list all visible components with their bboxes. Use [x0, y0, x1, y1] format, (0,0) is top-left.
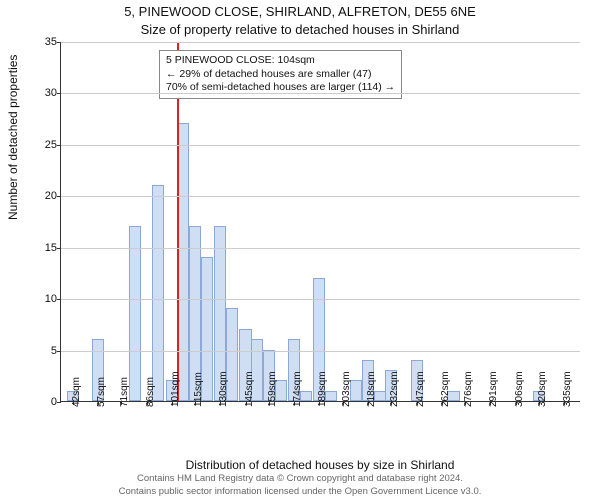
y-tick-mark	[57, 196, 61, 197]
x-tick-label: 174sqm	[292, 371, 303, 407]
y-tick-label: 35	[45, 36, 57, 48]
chart-footer: Contains HM Land Registry data © Crown c…	[0, 473, 600, 498]
gridline	[61, 42, 580, 43]
y-tick-mark	[57, 248, 61, 249]
chart-stage: 5, PINEWOOD CLOSE, SHIRLAND, ALFRETON, D…	[0, 0, 600, 500]
chart-title-line2: Size of property relative to detached ho…	[0, 22, 600, 37]
y-tick-label: 15	[45, 242, 57, 254]
x-tick-label: 276sqm	[463, 371, 474, 407]
gridline	[61, 299, 580, 300]
x-tick-label: 306sqm	[514, 371, 525, 407]
y-tick-mark	[57, 299, 61, 300]
histogram-bar	[152, 185, 164, 401]
x-tick-label: 189sqm	[317, 371, 328, 407]
x-tick-label: 101sqm	[170, 371, 181, 407]
annotation-line2: ← 29% of detached houses are smaller (47…	[166, 68, 395, 82]
x-tick-label: 159sqm	[267, 371, 278, 407]
x-tick-label: 320sqm	[537, 371, 548, 407]
annotation-line1: 5 PINEWOOD CLOSE: 104sqm	[166, 54, 395, 68]
x-tick-label: 71sqm	[119, 377, 130, 407]
x-axis-label: Distribution of detached houses by size …	[60, 458, 580, 472]
x-tick-label: 203sqm	[341, 371, 352, 407]
plot-area: 5 PINEWOOD CLOSE: 104sqm ← 29% of detach…	[60, 42, 580, 402]
x-tick-label: 115sqm	[193, 372, 204, 407]
x-tick-label: 218sqm	[366, 371, 377, 407]
y-tick-mark	[57, 402, 61, 403]
y-tick-mark	[57, 93, 61, 94]
x-tick-label: 42sqm	[71, 377, 82, 407]
y-axis-label: Number of detached properties	[6, 55, 20, 220]
x-tick-label: 145sqm	[244, 371, 255, 407]
x-tick-label: 335sqm	[562, 371, 573, 407]
y-tick-label: 10	[45, 293, 57, 305]
y-tick-label: 30	[45, 87, 57, 99]
x-tick-label: 57sqm	[96, 377, 107, 407]
y-tick-mark	[57, 145, 61, 146]
x-tick-label: 232sqm	[389, 371, 400, 407]
gridline	[61, 351, 580, 352]
x-tick-label: 291sqm	[488, 371, 499, 407]
y-tick-mark	[57, 351, 61, 352]
histogram-bar	[177, 123, 189, 401]
x-tick-label: 86sqm	[145, 377, 156, 407]
y-tick-label: 25	[45, 139, 57, 151]
gridline	[61, 248, 580, 249]
y-tick-mark	[57, 42, 61, 43]
gridline	[61, 145, 580, 146]
x-tick-label: 262sqm	[440, 371, 451, 407]
footer-line2: Contains public sector information licen…	[0, 486, 600, 498]
gridline	[61, 93, 580, 94]
chart-title-line1: 5, PINEWOOD CLOSE, SHIRLAND, ALFRETON, D…	[0, 4, 600, 19]
y-tick-label: 20	[45, 190, 57, 202]
x-tick-label: 247sqm	[415, 371, 426, 407]
x-tick-label: 130sqm	[218, 371, 229, 407]
footer-line1: Contains HM Land Registry data © Crown c…	[0, 473, 600, 485]
gridline	[61, 196, 580, 197]
annotation-box: 5 PINEWOOD CLOSE: 104sqm ← 29% of detach…	[159, 50, 402, 99]
histogram-bar	[129, 226, 141, 401]
